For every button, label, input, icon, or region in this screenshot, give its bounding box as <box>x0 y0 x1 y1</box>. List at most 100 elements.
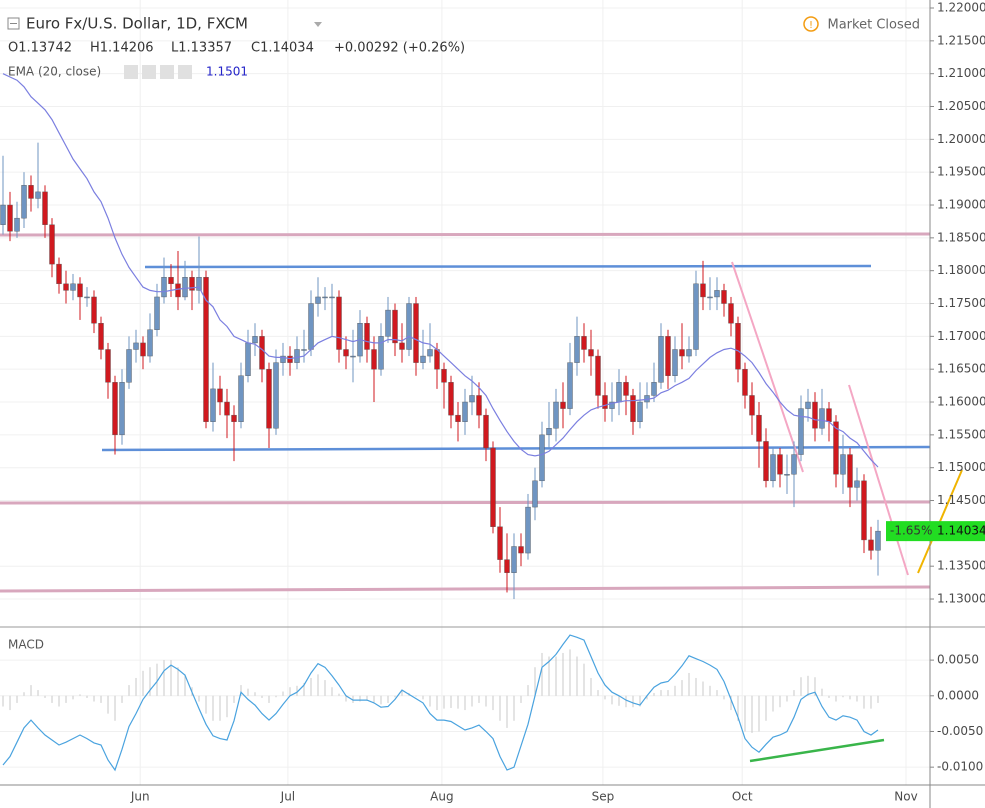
candle-body <box>868 539 874 551</box>
macd-histogram-bar <box>415 695 417 697</box>
candle-body <box>364 323 370 350</box>
candle-body <box>462 401 468 422</box>
macd-histogram-bar <box>142 670 144 696</box>
candle-body <box>525 506 531 554</box>
macd-histogram-bar <box>205 695 207 714</box>
x-tick-label: Jun <box>130 790 150 804</box>
macd-histogram-bar <box>457 695 459 709</box>
ema-value: 1.1501 <box>206 65 248 79</box>
macd-histogram-bar <box>723 695 725 700</box>
y-tick-label: 1.14500 <box>937 493 985 507</box>
support-line <box>0 585 931 593</box>
x-tick-label: Nov <box>894 790 917 804</box>
macd-histogram-bar <box>338 693 340 696</box>
status-icon <box>803 16 819 32</box>
macd-histogram-bar <box>380 695 382 705</box>
candle-body <box>840 454 846 475</box>
candle-body <box>308 303 314 350</box>
y-tick-label: 1.21000 <box>937 66 985 80</box>
candle-body <box>126 349 132 383</box>
ohlc-open: O1.13742 <box>8 41 72 56</box>
candle-body <box>630 395 636 422</box>
menu-arrow[interactable] <box>314 22 322 27</box>
candle-body <box>707 296 713 299</box>
macd-histogram-bar <box>506 695 508 728</box>
candle-body <box>231 414 237 422</box>
candle-body <box>385 309 391 337</box>
macd-histogram-bar <box>163 660 165 696</box>
y-tick-label: 1.21500 <box>937 33 985 47</box>
button[interactable] <box>142 65 156 79</box>
candle-body <box>119 382 125 436</box>
candle-body <box>182 277 188 298</box>
candle-body <box>427 349 433 357</box>
candle-body <box>651 382 657 396</box>
macd-histogram-bar <box>674 685 676 696</box>
ema-label: EMA (20, close) <box>8 65 101 79</box>
indicator-buttons[interactable] <box>124 65 192 79</box>
candle-body <box>672 349 678 376</box>
button[interactable] <box>178 65 192 79</box>
macd-line <box>2 634 879 772</box>
candle-body <box>294 349 300 363</box>
macd-histogram-bar <box>296 685 298 696</box>
button[interactable] <box>124 65 138 79</box>
ohlc-high: H1.14206 <box>90 41 154 56</box>
candle-body <box>448 382 454 416</box>
candle-body <box>770 454 776 482</box>
macd-histogram-bar <box>548 656 550 696</box>
candle-body <box>28 185 34 199</box>
candle-body <box>588 349 594 357</box>
y-tick-label: 1.16000 <box>937 395 985 409</box>
macd-histogram-bar <box>856 695 858 702</box>
macd-histogram-bar <box>198 695 200 702</box>
macd-histogram-bar <box>534 667 536 696</box>
button[interactable] <box>160 65 174 79</box>
macd-histogram-bar <box>37 690 39 696</box>
support-line <box>0 500 931 505</box>
macd-histogram-bar <box>219 695 221 721</box>
macd-histogram-bar <box>786 695 788 702</box>
macd-histogram-bar <box>107 695 109 714</box>
macd-histogram-bar <box>569 649 571 696</box>
macd-histogram-bar <box>632 695 634 708</box>
header: Euro Fx/U.S. Dollar, 1D, FXCM ! Market C… <box>7 15 921 652</box>
candle-body <box>532 480 538 508</box>
marks <box>0 73 881 772</box>
candle-body <box>546 428 552 436</box>
candle-body <box>168 277 174 285</box>
macd-histogram-bar <box>744 695 746 732</box>
macd-histogram-bar <box>261 695 263 698</box>
ohlc-low: L1.13357 <box>171 41 232 56</box>
macd-histogram-bar <box>870 695 872 709</box>
macd-histogram-bar <box>478 695 480 703</box>
candle-body <box>329 296 335 299</box>
y-tick-label: 1.17500 <box>937 296 985 310</box>
ohlc-change: +0.00292 (+0.26%) <box>334 41 465 56</box>
macd-histogram-bar <box>226 695 228 718</box>
macd-histogram-bar <box>821 688 823 696</box>
macd-histogram-bar <box>345 695 347 702</box>
x-tick-label: Oct <box>732 790 753 804</box>
measure-label: -1.65% <box>890 524 932 538</box>
macd-histogram-bar <box>877 695 879 703</box>
candle-body <box>315 296 321 304</box>
candle-body <box>266 368 272 429</box>
macd-histogram-bar <box>79 694 81 696</box>
market-status: Market Closed <box>828 18 921 33</box>
candle-body <box>826 408 832 422</box>
candle-body <box>504 559 510 573</box>
candle-body <box>189 277 195 291</box>
collapse-icon[interactable] <box>7 17 20 30</box>
candle-body <box>791 454 797 475</box>
candle-body <box>273 362 279 429</box>
candle-body <box>56 263 62 285</box>
macd-histogram-bar <box>513 695 515 721</box>
y-tick-label: 1.20000 <box>937 132 985 146</box>
candle-body <box>833 421 839 475</box>
macd-histogram-bar <box>212 695 214 721</box>
candle-body <box>0 204 6 225</box>
candle-body <box>735 323 741 370</box>
y-tick-label: 1.16500 <box>937 362 985 376</box>
candle-body <box>35 191 41 199</box>
